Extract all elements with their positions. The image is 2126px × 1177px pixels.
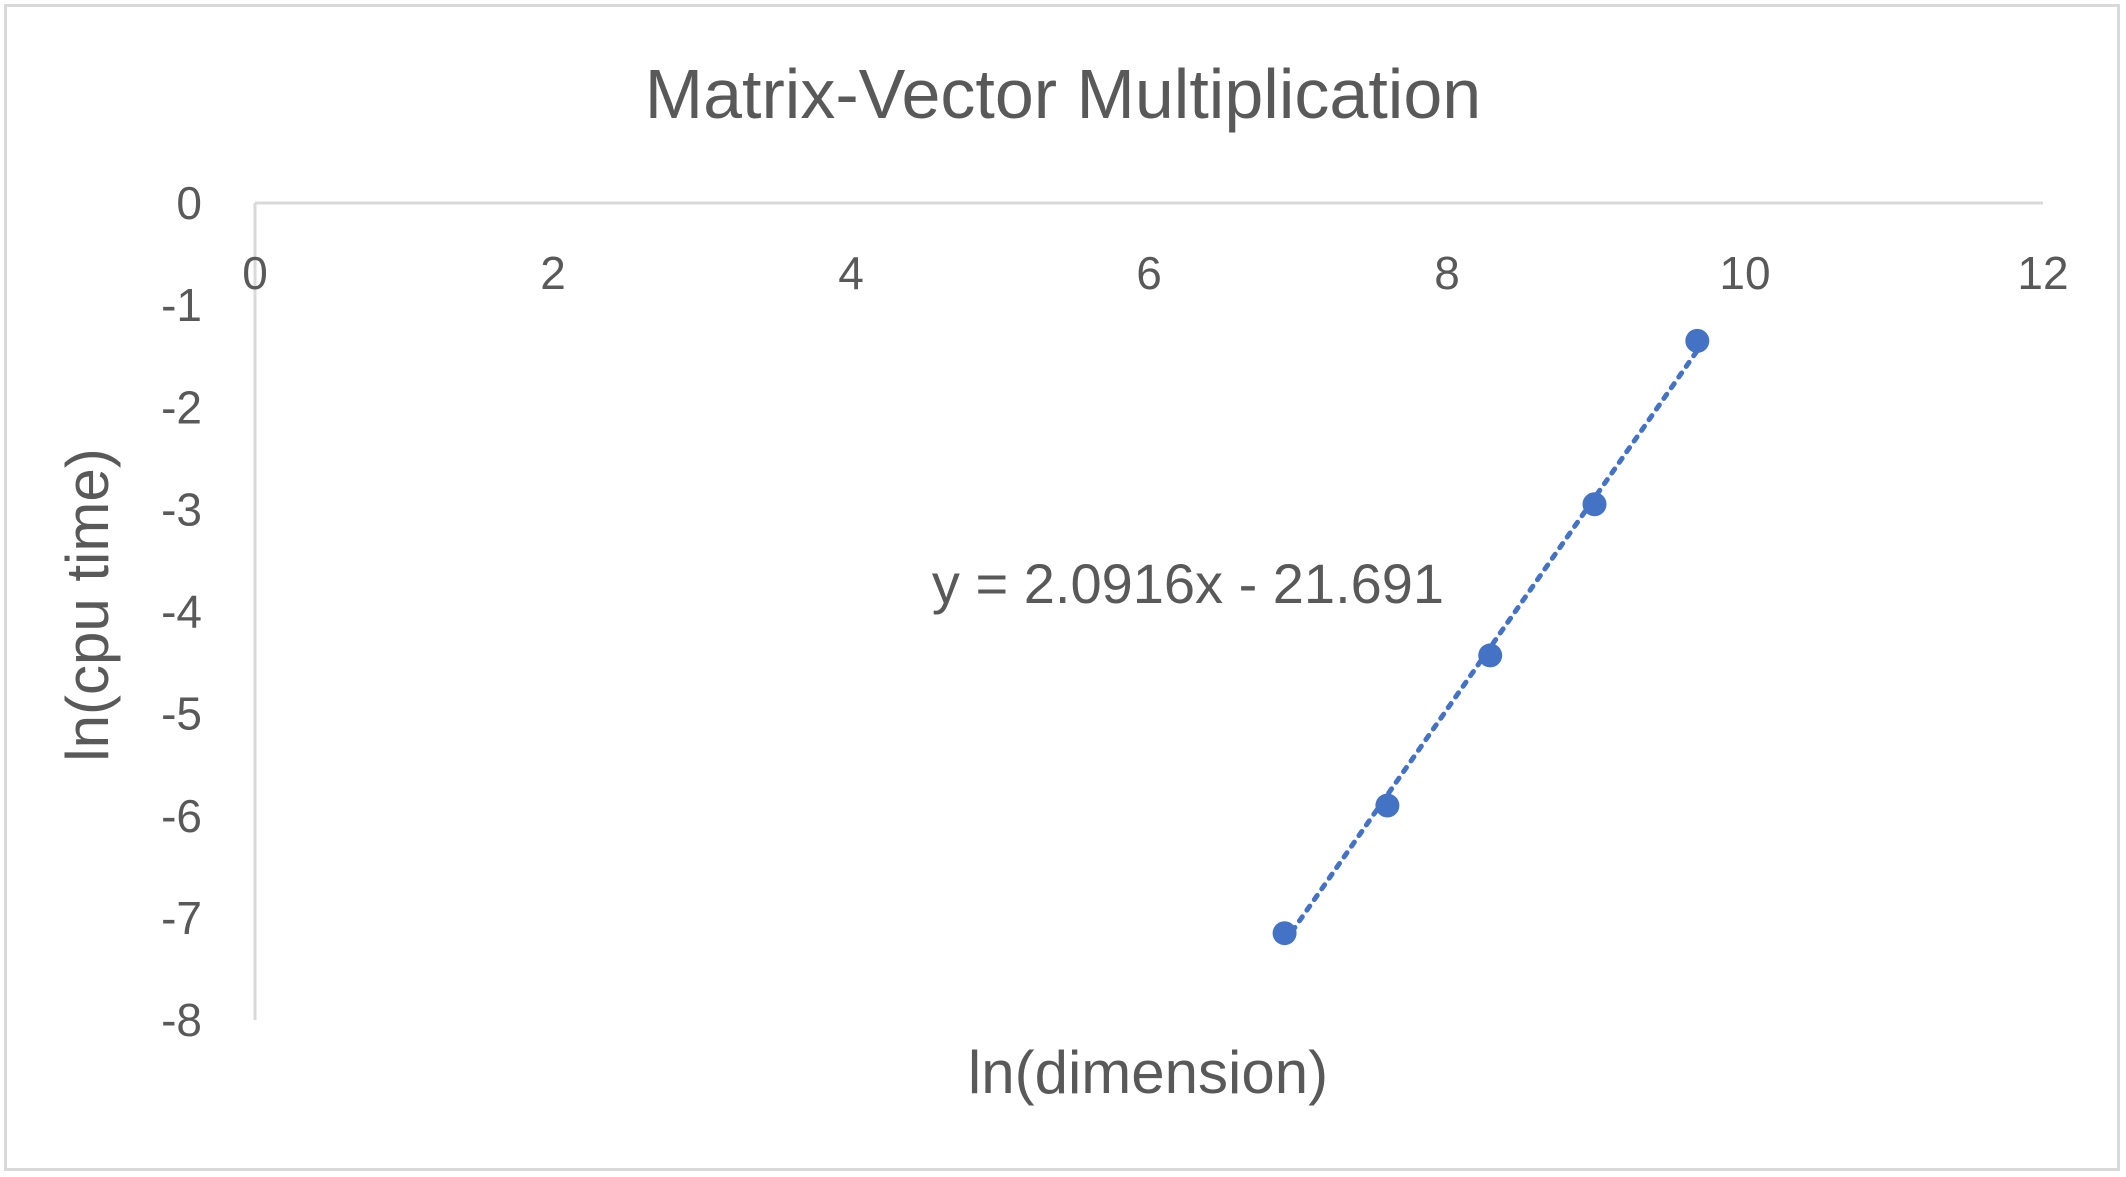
y-tick-label: -1 <box>161 279 202 331</box>
trendline-group <box>1282 348 1700 945</box>
x-tick-label: 4 <box>838 247 864 299</box>
data-point <box>1375 793 1400 818</box>
data-points <box>1272 328 1710 946</box>
y-tick-label: -8 <box>161 994 202 1046</box>
y-tick-label: -3 <box>161 483 202 535</box>
y-tick-label: 0 <box>176 177 202 229</box>
x-tick-label: 6 <box>1136 247 1162 299</box>
y-tick-label: -5 <box>161 688 202 740</box>
chart-frame <box>4 4 2120 1171</box>
tick-labels: 0 2 4 6 8 10 12 0 -1 -2 -3 -4 -5 -6 -7 -8 <box>161 177 2068 1046</box>
trendline-equation: y = 2.0916x - 21.691 <box>932 552 1444 615</box>
x-tick-label: 2 <box>540 247 566 299</box>
trendline <box>1282 348 1700 945</box>
x-tick-label: 10 <box>1719 247 1770 299</box>
x-tick-label: 12 <box>2017 247 2068 299</box>
x-tick-label: 0 <box>242 247 268 299</box>
x-tick-label: 8 <box>1434 247 1460 299</box>
y-tick-label: -7 <box>161 892 202 944</box>
chart-title: Matrix-Vector Multiplication <box>645 55 1481 133</box>
data-point <box>1582 492 1607 517</box>
data-point <box>1272 921 1297 946</box>
y-tick-label: -2 <box>161 381 202 433</box>
data-point <box>1685 328 1710 353</box>
y-tick-label: -4 <box>161 586 202 638</box>
y-axis-label: ln(cpu time) <box>54 448 121 761</box>
y-tick-label: -6 <box>161 790 202 842</box>
axes <box>253 201 2043 1020</box>
data-point <box>1478 643 1503 668</box>
x-axis-label: ln(dimension) <box>968 1039 1328 1106</box>
